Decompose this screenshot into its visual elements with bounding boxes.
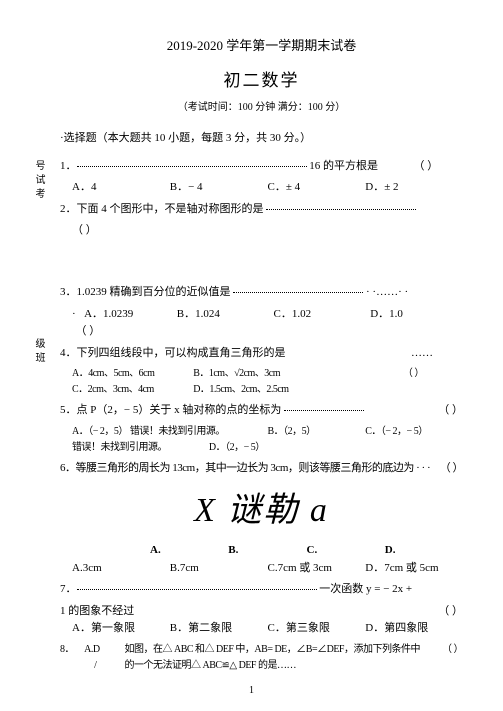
q7-tail: 一次函数 y = − 2x +	[319, 583, 412, 595]
q7-opt-a: A．第一象限	[72, 620, 170, 638]
q7-dotline	[77, 589, 317, 590]
q6-hdr-a: A.	[150, 542, 228, 560]
q3-opt-d: D．1.0	[370, 306, 434, 324]
q6-option-headers: A. B. C. D.	[60, 542, 463, 560]
q5-paren: （ ）	[438, 402, 463, 420]
q4-stem: 4．下列四组线段中，可以构成直角三角形的是	[60, 347, 286, 359]
q2-stem: 2．下面 4 个图形中，不是轴对称图形的是	[60, 203, 264, 215]
page-number: 1	[0, 683, 503, 699]
q2-figures-placeholder	[60, 240, 463, 280]
q6-hdr-d: D.	[385, 542, 463, 560]
big-watermark-text: X 谜勒 a	[60, 484, 463, 538]
q6-opt-d: D．7cm 或 5cm	[365, 560, 463, 578]
q5-opt-c: C．（− 2，− 5）	[365, 424, 463, 440]
q5-opt-d: D．（2，− 5）	[209, 440, 346, 456]
doc-title-line1: 2019-2020 学年第一学期期末试卷	[60, 36, 463, 57]
q6-hdr-b: B.	[228, 542, 306, 560]
q4-opt-b: B．1cm、√2cm、3cm	[193, 366, 314, 382]
doc-title-line2: 初二数学	[60, 67, 463, 94]
q5-opt-a: A．（− 2，5） 错误！未找到引用源。	[72, 424, 268, 440]
q4-paren: （ ）	[314, 366, 423, 382]
q5-dotline	[284, 410, 364, 411]
q3-dotline	[233, 292, 363, 293]
question-8: 8． A.D / 如图，在△ ABC 和△ DEF 中，AB= DE，∠B=∠D…	[60, 642, 463, 674]
q7-opt-d: D．第四象限	[365, 620, 463, 638]
question-3: 3．1.0239 精确到百分位的近似值是 · ·……· ·	[60, 284, 463, 302]
q3-opt-c: C．1.02	[273, 306, 370, 324]
q1-num: 1．	[60, 160, 77, 172]
q4-tail: ……	[411, 347, 433, 359]
q4-opt-a: A．4cm、5cm、6cm	[72, 366, 193, 382]
q3-stem: 3．1.0239 精确到百分位的近似值是	[60, 286, 231, 298]
sidebar-exam-number: 号试考	[30, 160, 46, 202]
q6-opt-b: B.7cm	[170, 560, 268, 578]
q8-paren: （ ）	[423, 642, 463, 674]
q4-opt-d: D．1.5cm、2cm、2.5cm	[193, 382, 314, 398]
q1-dotline	[77, 166, 307, 167]
q1-opt-d: D．± 2	[365, 179, 463, 197]
q4-opt-c: C．2cm、3cm、4cm	[72, 382, 193, 398]
q5-stem: 5．点 P（2，− 5）关于 x 轴对称的点的坐标为	[60, 404, 281, 416]
q8-num: 8．	[60, 642, 84, 674]
question-2: 2．下面 4 个图形中，不是轴对称图形的是	[60, 201, 463, 219]
q7-opt-b: B．第二象限	[170, 620, 268, 638]
sidebar-class: 级班	[30, 338, 46, 366]
q3-opt-b: B．1.024	[177, 306, 274, 324]
q3-opt-a: A．1.0239	[84, 306, 177, 324]
question-4: 4．下列四组线段中，可以构成直角三角形的是 ……	[60, 345, 463, 363]
q3-paren: （ ）	[60, 323, 100, 341]
q5-options-row1: A．（− 2，5） 错误！未找到引用源。 B．（2，5） C．（− 2，− 5）	[60, 424, 463, 440]
question-5: 5．点 P（2，− 5）关于 x 轴对称的点的坐标为 （ ）	[60, 402, 463, 420]
q1-tail: 16 的平方根是	[309, 160, 378, 172]
question-1: 1． 16 的平方根是 （ ）	[60, 158, 463, 176]
q1-paren: （ ）	[414, 160, 439, 172]
q7-line2: 1 的图象不经过	[60, 603, 438, 621]
q5-extra: 错误！未找到引用源。	[72, 440, 209, 456]
q8-ad: A.D /	[84, 642, 124, 674]
exam-page: 号试考 级班 2019-2020 学年第一学期期末试卷 初二数学 （考试时间：1…	[0, 0, 503, 711]
q3-dot: ·	[60, 306, 84, 324]
q2-paren: （ ）	[60, 222, 463, 240]
q6-options: A.3cm B.7cm C.7cm 或 3cm D．7cm 或 5cm	[60, 560, 463, 578]
q6-stem: 6．等腰三角形的周长为 13cm，其中一边长为 3cm，则该等腰三角形的底边为 …	[60, 462, 430, 474]
q6-opt-a: A.3cm	[72, 560, 170, 578]
q1-options: A．4 B．− 4 C．± 4 D．± 2	[60, 179, 463, 197]
q6-paren: （ ）	[440, 460, 463, 478]
q1-opt-b: B．− 4	[170, 179, 268, 197]
section-1-heading: ·选择题（本大题共 10 小题，每题 3 分，共 30 分。）	[60, 130, 463, 148]
q7-options: A．第一象限 B．第二象限 C．第三象限 D．第四象限	[60, 620, 463, 638]
q7-line2-row: 1 的图象不经过 （ ）	[60, 603, 463, 621]
question-7: 7． 一次函数 y = − 2x +	[60, 581, 463, 599]
q5-opt-b: B．（2，5）	[268, 424, 366, 440]
q3-tail: · ·……· ·	[366, 286, 408, 298]
q7-paren: （ ）	[438, 603, 463, 621]
q7-opt-c: C．第三象限	[268, 620, 366, 638]
q6-hdr-c: C.	[307, 542, 385, 560]
q5-options-row2: 错误！未找到引用源。 D．（2，− 5）	[60, 440, 463, 456]
q3-options-row: · A．1.0239 B．1.024 C．1.02 D．1.0 （ ）	[60, 306, 463, 341]
q6-opt-c: C.7cm 或 3cm	[268, 560, 366, 578]
q4-options-2: C．2cm、3cm、4cm D．1.5cm、2cm、2.5cm	[60, 382, 463, 398]
q2-dotline	[266, 209, 416, 210]
q1-opt-a: A．4	[72, 179, 170, 197]
q4-options: A．4cm、5cm、6cm B．1cm、√2cm、3cm （ ）	[60, 366, 463, 382]
q8-stem: 如图，在△ ABC 和△ DEF 中，AB= DE，∠B=∠DEF，添加下列条件…	[124, 642, 422, 674]
question-6: 6．等腰三角形的周长为 13cm，其中一边长为 3cm，则该等腰三角形的底边为 …	[60, 460, 463, 478]
doc-subtitle: （考试时间：100 分钟 满分：100 分）	[60, 100, 463, 116]
q1-opt-c: C．± 4	[268, 179, 366, 197]
q7-num: 7．	[60, 583, 77, 595]
